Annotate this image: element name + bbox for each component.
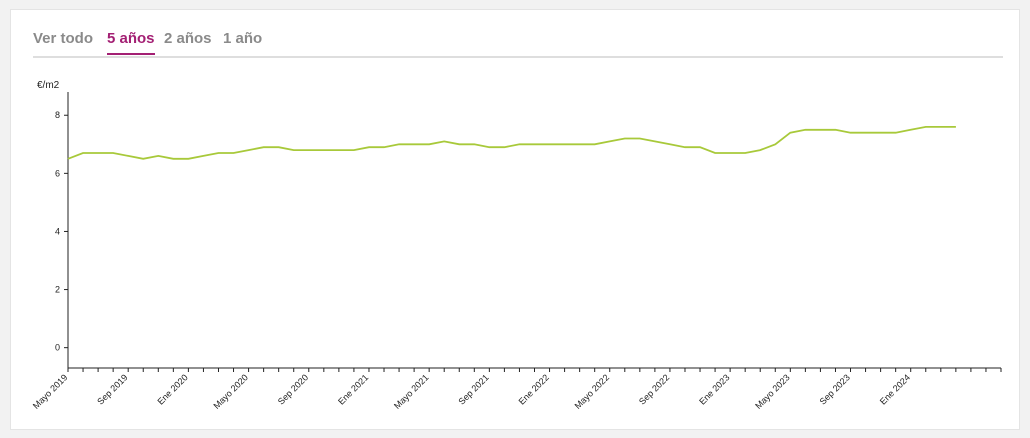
x-tick-label: Sep 2021 (456, 372, 490, 406)
x-tick-label: Ene 2022 (517, 372, 551, 406)
y-tick-label: 4 (55, 226, 60, 236)
price-series-line (67, 126, 956, 160)
x-tick-label: Sep 2022 (637, 372, 671, 406)
y-tick-label: 2 (55, 285, 60, 295)
x-tick-label: Mayo 2021 (392, 372, 431, 411)
x-tick-label: Ene 2020 (155, 372, 189, 406)
x-ticks: Mayo 2019 Sep 2019 Ene 2020 Mayo 2020 Sep 20… (31, 368, 1002, 411)
x-tick-label: Mayo 2020 (211, 372, 250, 411)
x-tick-label: Mayo 2019 (31, 372, 70, 411)
x-tick-label: Ene 2024 (878, 372, 912, 406)
y-tick-label: 6 (55, 168, 60, 178)
period-tabs: Ver todo 5 años 2 años 1 año (33, 28, 1003, 58)
x-tick-label: Sep 2020 (276, 372, 310, 406)
tab-ver-todo[interactable]: Ver todo (33, 30, 94, 47)
x-tick-label: Ene 2023 (697, 372, 731, 406)
tab-2-anos[interactable]: 2 años (164, 30, 212, 47)
x-tick-label: Sep 2023 (818, 372, 852, 406)
y-ticks: 0 2 4 6 8 (55, 110, 68, 353)
tab-1-ano[interactable]: 1 año (223, 30, 263, 47)
x-tick-label: Sep 2019 (95, 372, 129, 406)
y-tick-label: 0 (55, 343, 60, 353)
x-tick-label: Mayo 2022 (573, 372, 612, 411)
y-axis-unit-label: €/m2 (37, 80, 60, 91)
tab-5-anos[interactable]: 5 años (107, 30, 155, 55)
x-tick-label: Ene 2021 (336, 372, 370, 406)
y-tick-label: 8 (55, 110, 60, 120)
x-tick-label: Mayo 2023 (753, 372, 792, 411)
